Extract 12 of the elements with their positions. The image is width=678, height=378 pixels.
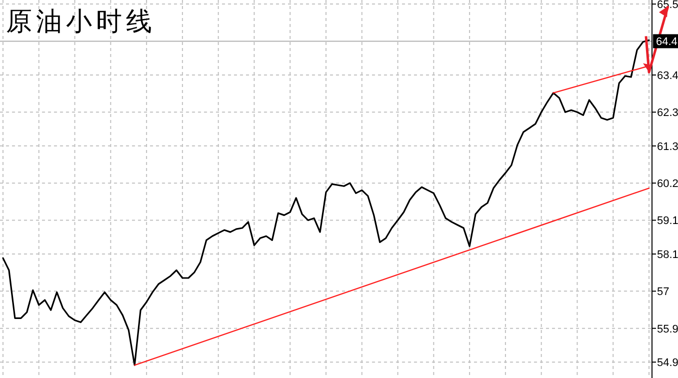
chart-title: 原油小时线 — [6, 7, 156, 37]
y-tick-label: 65.5 — [657, 0, 678, 12]
y-tick-label: 62.3 — [657, 107, 678, 120]
y-tick-label: 63.4 — [657, 70, 678, 82]
y-tick-label: 54.9 — [657, 357, 678, 370]
y-tick-label: 61.3 — [657, 140, 678, 153]
y-tick-label: 58.1 — [657, 249, 678, 262]
y-tick-label: 55.9 — [657, 323, 678, 336]
y-tick-label: 57 — [657, 286, 670, 298]
ref-line-label: 64.4 — [656, 36, 678, 48]
y-tick-label: 60.2 — [657, 178, 678, 190]
y-tick-label: 59.1 — [657, 215, 678, 228]
